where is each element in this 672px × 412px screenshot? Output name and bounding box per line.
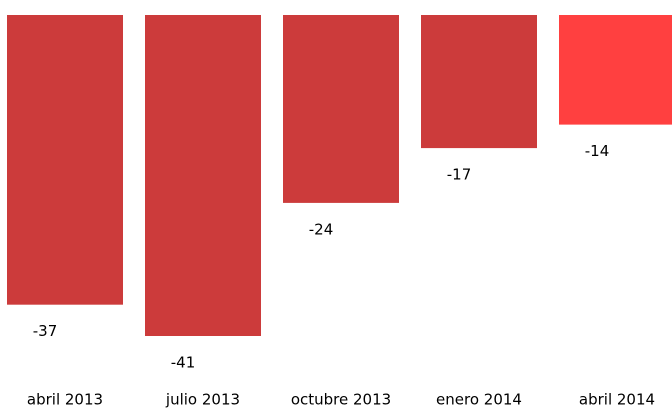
bar bbox=[283, 15, 399, 203]
value-label: -37 bbox=[33, 322, 58, 340]
x-tick-label: abril 2014 bbox=[579, 391, 655, 409]
x-tick-label: abril 2013 bbox=[27, 391, 103, 409]
bar bbox=[145, 15, 261, 336]
x-tick-label: julio 2013 bbox=[165, 391, 240, 409]
bar bbox=[421, 15, 537, 149]
bar bbox=[559, 15, 672, 125]
value-label: -24 bbox=[309, 220, 334, 238]
bar bbox=[7, 15, 123, 305]
value-label: -41 bbox=[171, 354, 196, 372]
x-tick-label: octubre 2013 bbox=[291, 391, 391, 409]
value-label: -17 bbox=[447, 166, 472, 184]
value-label: -14 bbox=[585, 142, 610, 160]
x-tick-label: enero 2014 bbox=[436, 391, 522, 409]
